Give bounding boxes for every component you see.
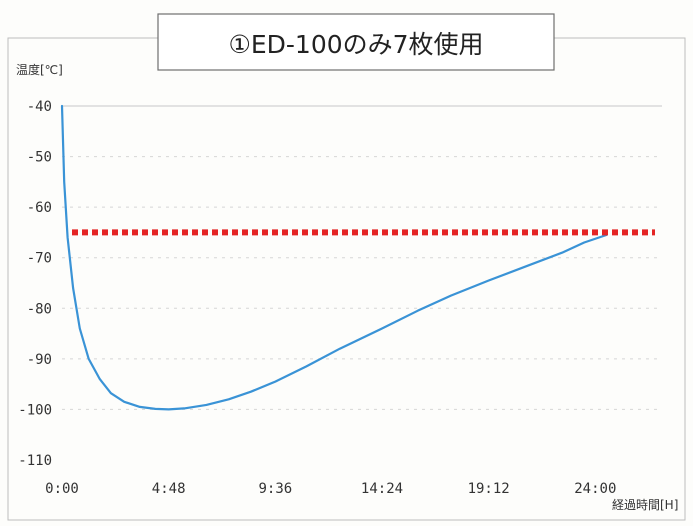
y-tick-label-2: -60 (27, 200, 52, 216)
y-tick-label-4: -80 (27, 301, 52, 317)
y-tick-label-1: -50 (27, 150, 52, 166)
x-tick-label-1: 4:48 (152, 481, 186, 497)
x-tick-label-3: 14:24 (361, 481, 403, 497)
y-tick-label-6: -100 (18, 402, 52, 418)
series-line-0 (60, 104, 608, 411)
x-tick-label-2: 9:36 (258, 481, 292, 497)
y-axis-title: 温度[℃] (16, 62, 63, 77)
x-tick-label-4: 19:12 (468, 481, 510, 497)
y-tick-label-5: -90 (27, 352, 52, 368)
y-tick-labels: -40 -50 -60 -70 -80 -90 -100 -110 (18, 99, 52, 469)
title-box (157, 13, 555, 71)
chart-border (7, 37, 686, 521)
x-tick-label-0: 0:00 (45, 481, 79, 497)
y-tick-label-7: -110 (18, 453, 52, 469)
y-tick-label-0: -40 (27, 99, 52, 115)
chart-title: ①ED-100のみ7枚使用 (228, 30, 483, 59)
y-tick-label-3: -70 (27, 251, 52, 267)
x-axis-title: 経過時間[H] (612, 498, 678, 512)
x-tick-label-5: 24:00 (574, 481, 616, 497)
series-group (60, 104, 608, 411)
x-tick-labels: 0:00 4:48 9:36 14:24 19:12 24:00 (45, 481, 616, 497)
gridlines (62, 156, 662, 410)
